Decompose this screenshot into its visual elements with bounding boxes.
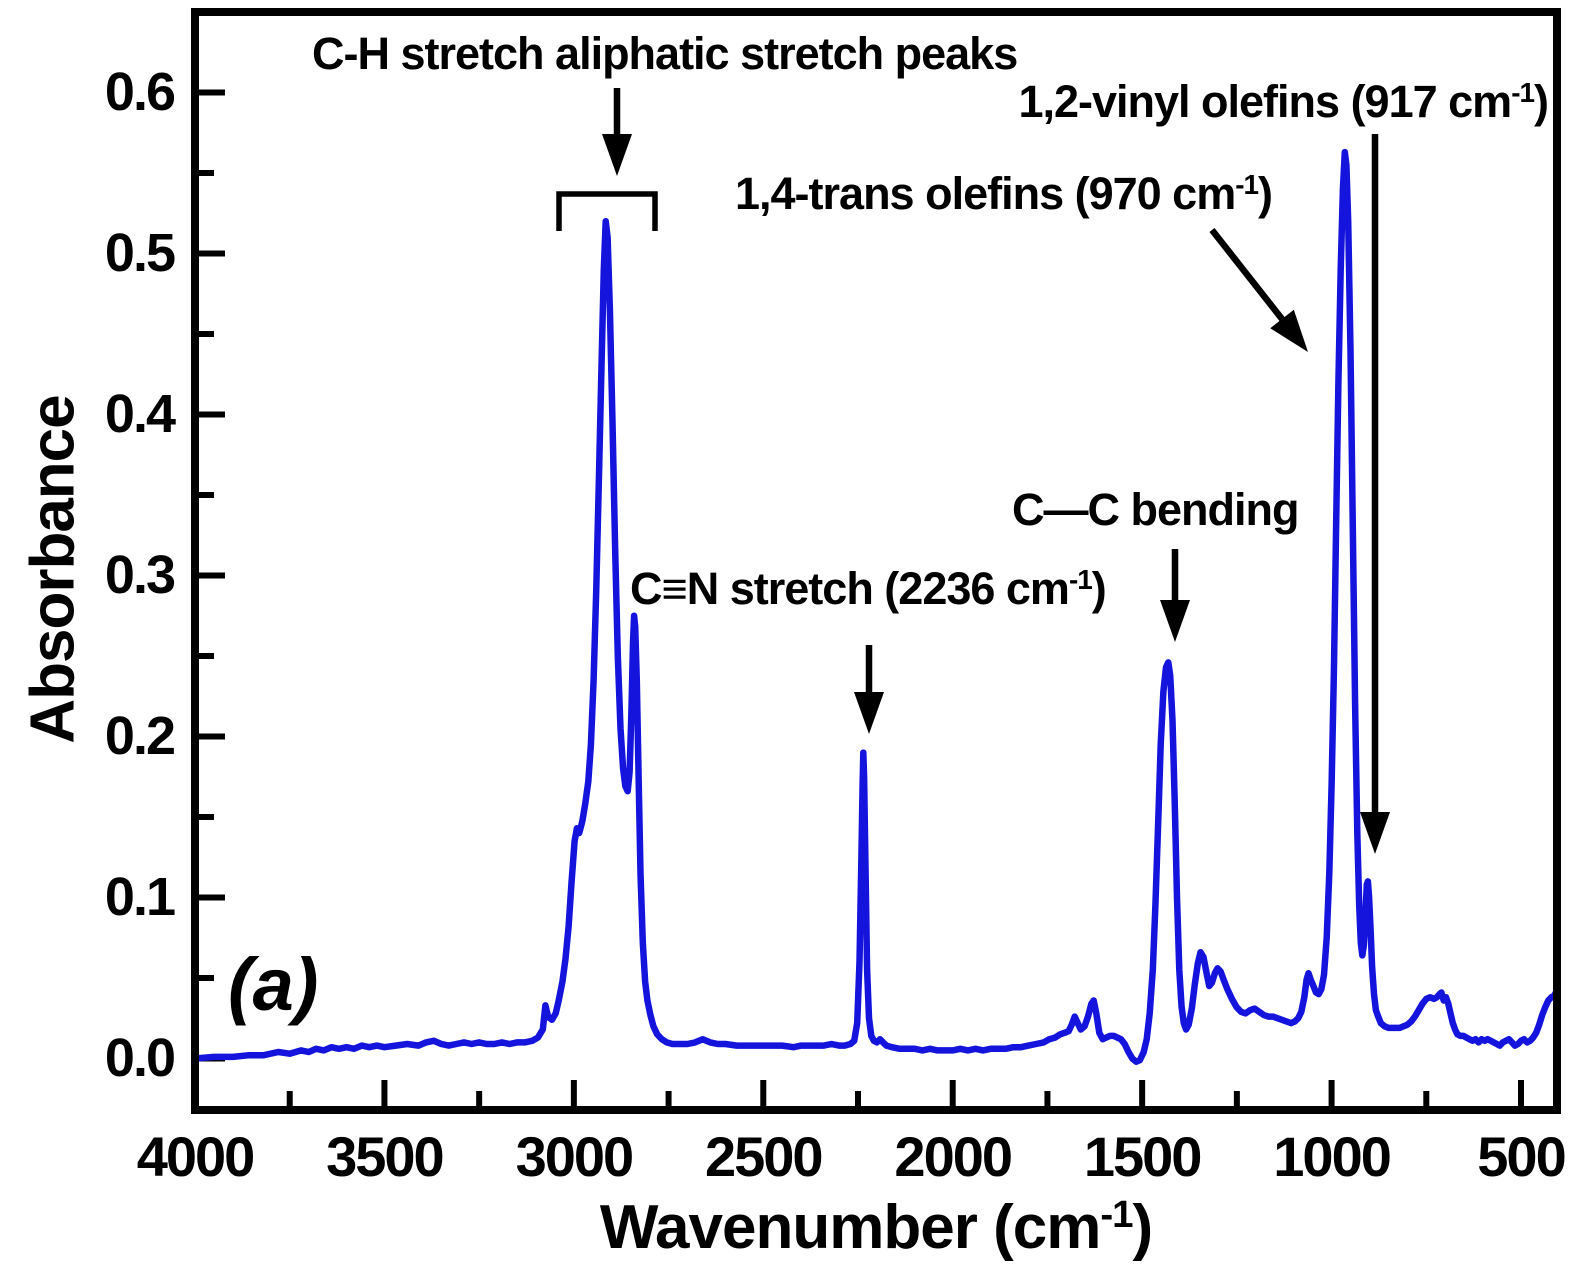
annotation-vinyl-olefins: 1,2-vinyl olefins (917 cm-1) <box>1018 76 1549 128</box>
y-tick-label-0.4: 0.4 <box>104 384 176 445</box>
x-tick-label-4000: 4000 <box>136 1125 256 1188</box>
x-tick-label-2500: 2500 <box>704 1125 824 1188</box>
cc-arrow-head <box>1160 600 1190 642</box>
y-tick-label-0.2: 0.2 <box>104 706 176 767</box>
x-tick-label-3000: 3000 <box>515 1125 635 1188</box>
annotation-cc-text: C—C bending <box>1012 484 1299 535</box>
y-axis-title: Absorbance <box>18 320 89 820</box>
annotation-ch-stretch-text: C-H stretch aliphatic stretch peaks <box>312 28 1018 79</box>
panel-label: (a) <box>228 942 318 1027</box>
peak-range-bracket-icon <box>556 191 658 231</box>
panel-label-text: (a) <box>228 943 319 1026</box>
annotation-cn-stretch: C≡N stretch (2236 cm-1) <box>630 563 1107 615</box>
x-tick-label-2000: 2000 <box>894 1125 1013 1188</box>
cn-arrow-head <box>854 692 884 734</box>
x-tick-label-1000: 1000 <box>1273 1125 1392 1188</box>
annotation-vinyl-text: 1,2-vinyl olefins (917 cm <box>1018 76 1512 127</box>
y-tick-label-0.0: 0.0 <box>104 1028 176 1089</box>
annotation-arrows <box>602 88 1390 854</box>
annotation-vinyl-close: ) <box>1534 76 1549 127</box>
annotation-ch-stretch: C-H stretch aliphatic stretch peaks <box>312 28 1018 80</box>
x-axis-title-text: Wavenumber (cm <box>599 1193 1101 1262</box>
y-tick-label-0.1: 0.1 <box>104 867 176 928</box>
trans-arrow-shaft <box>1209 227 1289 326</box>
x-axis-title-close: ) <box>1132 1193 1154 1262</box>
x-axis-title: Wavenumber (cm-1) <box>576 1192 1176 1263</box>
trans-arrow-head <box>1270 309 1308 352</box>
annotation-trans-superscript: -1 <box>1235 168 1259 200</box>
annotation-cn-text: C≡N stretch (2236 cm <box>630 563 1070 614</box>
annotation-trans-olefins: 1,4-trans olefins (970 cm-1) <box>735 168 1273 220</box>
x-tick-label-1500: 1500 <box>1083 1125 1203 1188</box>
y-tick-label-0.3: 0.3 <box>104 545 176 606</box>
vinyl-arrow-head <box>1360 812 1390 854</box>
ch-stretch-arrow-head <box>602 134 632 176</box>
annotation-trans-text: 1,4-trans olefins (970 cm <box>735 168 1236 219</box>
x-tick-label-500: 500 <box>1477 1125 1566 1188</box>
x-axis-title-superscript: -1 <box>1100 1192 1133 1236</box>
annotation-cn-superscript: -1 <box>1068 563 1093 595</box>
annotation-trans-close: ) <box>1258 168 1273 219</box>
y-tick-label-0.6: 0.6 <box>104 62 176 123</box>
axis-ticks <box>192 89 1525 1106</box>
y-tick-label-0.5: 0.5 <box>104 223 176 284</box>
spectrum-curve <box>195 148 1557 1065</box>
plot-frame <box>191 8 1561 1114</box>
annotation-cc-bending: C—C bending <box>1012 484 1299 536</box>
annotation-vinyl-superscript: -1 <box>1511 76 1535 108</box>
y-axis-title-text: Absorbance <box>18 395 88 744</box>
annotation-cn-close: ) <box>1091 563 1107 614</box>
x-tick-label-3500: 3500 <box>326 1125 445 1188</box>
